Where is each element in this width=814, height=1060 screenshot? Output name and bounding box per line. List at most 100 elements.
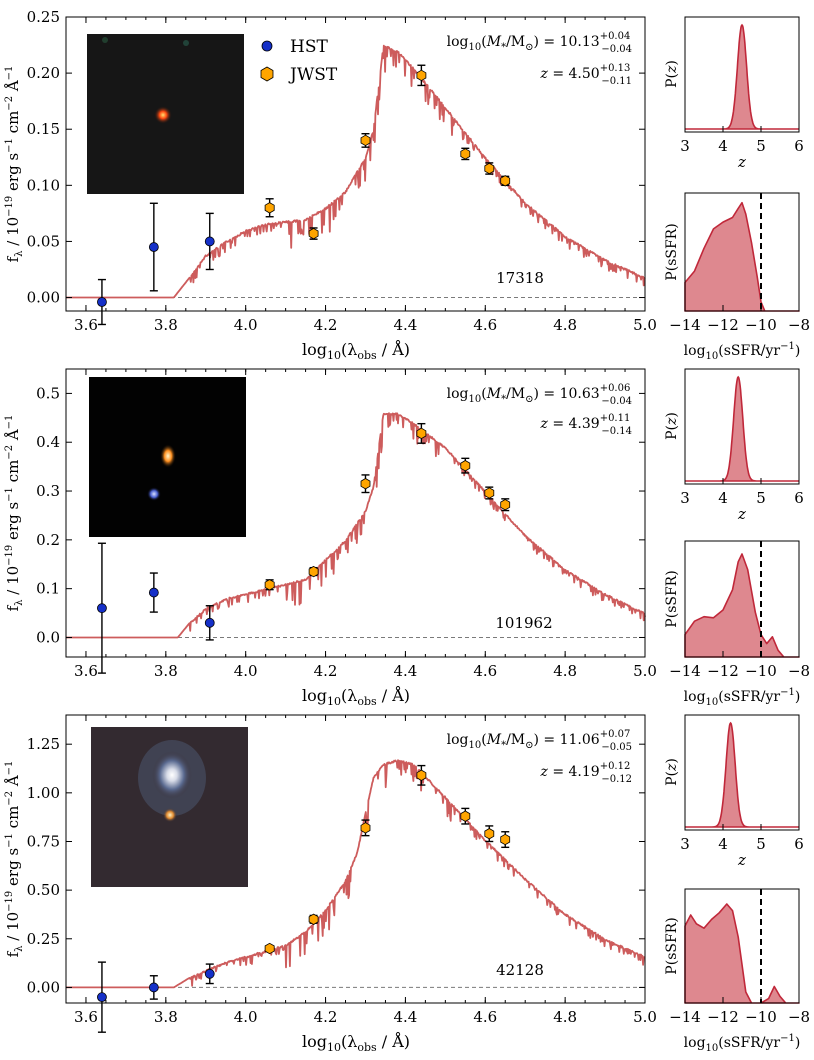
hst-point [148, 587, 159, 598]
x-tick-label: 3.8 [154, 662, 178, 680]
x-tick-label: 5.0 [633, 662, 657, 680]
jwst-point [264, 202, 275, 214]
jwst-point [460, 460, 471, 472]
x-tick-label: 4.8 [553, 662, 577, 680]
jwst-point [500, 833, 511, 846]
y-tick-label: 0.25 [27, 930, 60, 948]
y-tick-label: 0.50 [27, 881, 60, 899]
sed-ylabel-1: fλ / 10−19 erg s−1 cm−2 Å−1 [4, 66, 25, 263]
ssfr-curve [684, 903, 800, 1004]
pz-curve [685, 375, 799, 482]
x-tick-label: 5.0 [633, 316, 657, 334]
y-tick-label: 0.00 [27, 978, 60, 996]
sed-plot-area-2 [65, 412, 646, 674]
jwst-point [264, 942, 275, 955]
cutout-image-1 [87, 34, 244, 194]
y-tick-label: 0.1 [36, 580, 60, 598]
x-tick-label: −8 [788, 316, 810, 334]
pz-xlabel-2: z [737, 505, 746, 523]
psfr-panel-2: −14 −12 −10 −8 [669, 540, 810, 680]
x-tick-label: 4.8 [553, 316, 577, 334]
pz-plot-area-3 [685, 721, 799, 828]
jwst-point [308, 913, 319, 925]
x-tick-label: 5 [756, 137, 766, 155]
x-tick-label: 4.6 [473, 662, 497, 680]
y-tick-label: 0.5 [36, 384, 60, 402]
x-tick-label: 4.8 [553, 1008, 577, 1026]
sed-xlabel-1: log10(λobs / Å) [302, 339, 410, 362]
jwst-point [416, 427, 427, 440]
jwst-point [360, 822, 371, 834]
x-tick-label: 4.2 [314, 316, 338, 334]
z-label-1: z = 4.50+0.13 −0.11 [539, 63, 632, 87]
sed-plot-area-1 [65, 44, 646, 326]
x-tick-label: 3.6 [74, 316, 98, 334]
x-tick-label: 6 [794, 489, 804, 507]
hst-point [204, 617, 215, 628]
hst-point [204, 236, 215, 247]
jwst-point [308, 227, 319, 240]
z-label-3: z = 4.19+0.12 −0.12 [539, 761, 632, 785]
legend: HST JWST [260, 37, 338, 85]
x-tick-label: 4.6 [473, 316, 497, 334]
pz-panel-1: 3 4 5 6 [680, 16, 804, 155]
y-tick-label: 0.75 [27, 832, 60, 850]
x-tick-label: −10 [745, 316, 777, 334]
sed-plot-area-3 [65, 759, 646, 1033]
sed-panel-3: log10(M*/M⊙) = 11.06+0.07 −0.05 z = 4.19+… [27, 714, 657, 1033]
hst-point [97, 992, 107, 1003]
x-tick-label: 5 [756, 835, 766, 853]
sed-axes-1: 3.6 3.8 4.0 4.2 4.4 4.6 4.8 5.0 0.00 0.05 0.10 0.15… [27, 8, 657, 334]
ssfr-curve [684, 553, 800, 658]
pz-ylabel-2: P(z) [664, 412, 680, 440]
y-tick-label: 0.10 [27, 176, 60, 194]
hst-point [204, 968, 215, 979]
cutout-galaxy-3 [152, 751, 192, 799]
pz-panel-2: 3 4 5 6 [680, 368, 804, 507]
psfr-panel-3: −14 −12 −10 −8 [669, 888, 810, 1026]
psfr-plot-area-1 [684, 193, 800, 312]
legend-hst-label: HST [290, 37, 328, 57]
y-tick-label: 0.4 [36, 433, 60, 451]
x-tick-label: 5 [756, 489, 766, 507]
cutout-companion-3 [163, 808, 177, 822]
pz-axes-2: 3 4 5 6 [680, 478, 804, 507]
psfr-xlabel-1: log10(sSFR/yr−1) [684, 341, 801, 362]
x-tick-label: −14 [669, 316, 701, 334]
x-tick-label: −12 [707, 662, 739, 680]
y-tick-label: 1.25 [27, 735, 60, 753]
object-id-3: 42128 [496, 961, 544, 979]
x-tick-label: −14 [669, 662, 701, 680]
pz-curve [685, 23, 799, 130]
sed-ylabel-2: fλ / 10−19 erg s−1 cm−2 Å−1 [4, 415, 25, 612]
jwst-point [360, 134, 371, 147]
jwst-point [416, 769, 427, 781]
cutout-galaxy-1 [154, 106, 172, 124]
object-id-1: 17318 [496, 269, 544, 287]
y-tick-label: 0.00 [27, 289, 60, 307]
x-tick-label: 3 [680, 489, 690, 507]
jwst-point [460, 810, 471, 822]
x-tick-label: 3 [680, 137, 690, 155]
x-tick-label: −8 [788, 662, 810, 680]
psfr-plot-area-2 [684, 541, 800, 658]
legend-jwst-label: JWST [288, 65, 338, 85]
sed-panel-1: HST JWST log10(M*/M⊙) = 10.13+0.04 −0.04 … [27, 8, 657, 334]
psfr-axes-3: −14 −12 −10 −8 [669, 997, 810, 1026]
jwst-point [500, 175, 511, 187]
mass-label-1: log10(M*/M⊙) = 10.13+0.04 −0.04 [447, 31, 632, 55]
x-tick-label: −12 [707, 316, 739, 334]
psfr-frame-1 [684, 192, 800, 312]
mass-label-3: log10(M*/M⊙) = 11.06+0.07 −0.05 [447, 729, 632, 753]
pz-plot-area-2 [685, 375, 799, 482]
pz-plot-area-1 [685, 23, 799, 130]
x-tick-label: 3.8 [154, 316, 178, 334]
y-tick-label: 0.20 [27, 64, 60, 82]
legend-hst-marker [261, 40, 273, 52]
x-tick-label: 3.6 [74, 662, 98, 680]
psfr-plot-area-3 [684, 889, 800, 1004]
jwst-point [308, 565, 319, 578]
x-tick-label: −12 [707, 1008, 739, 1026]
psfr-frame-2 [684, 540, 800, 658]
psfr-ylabel-1: P(sSFR) [664, 223, 680, 280]
